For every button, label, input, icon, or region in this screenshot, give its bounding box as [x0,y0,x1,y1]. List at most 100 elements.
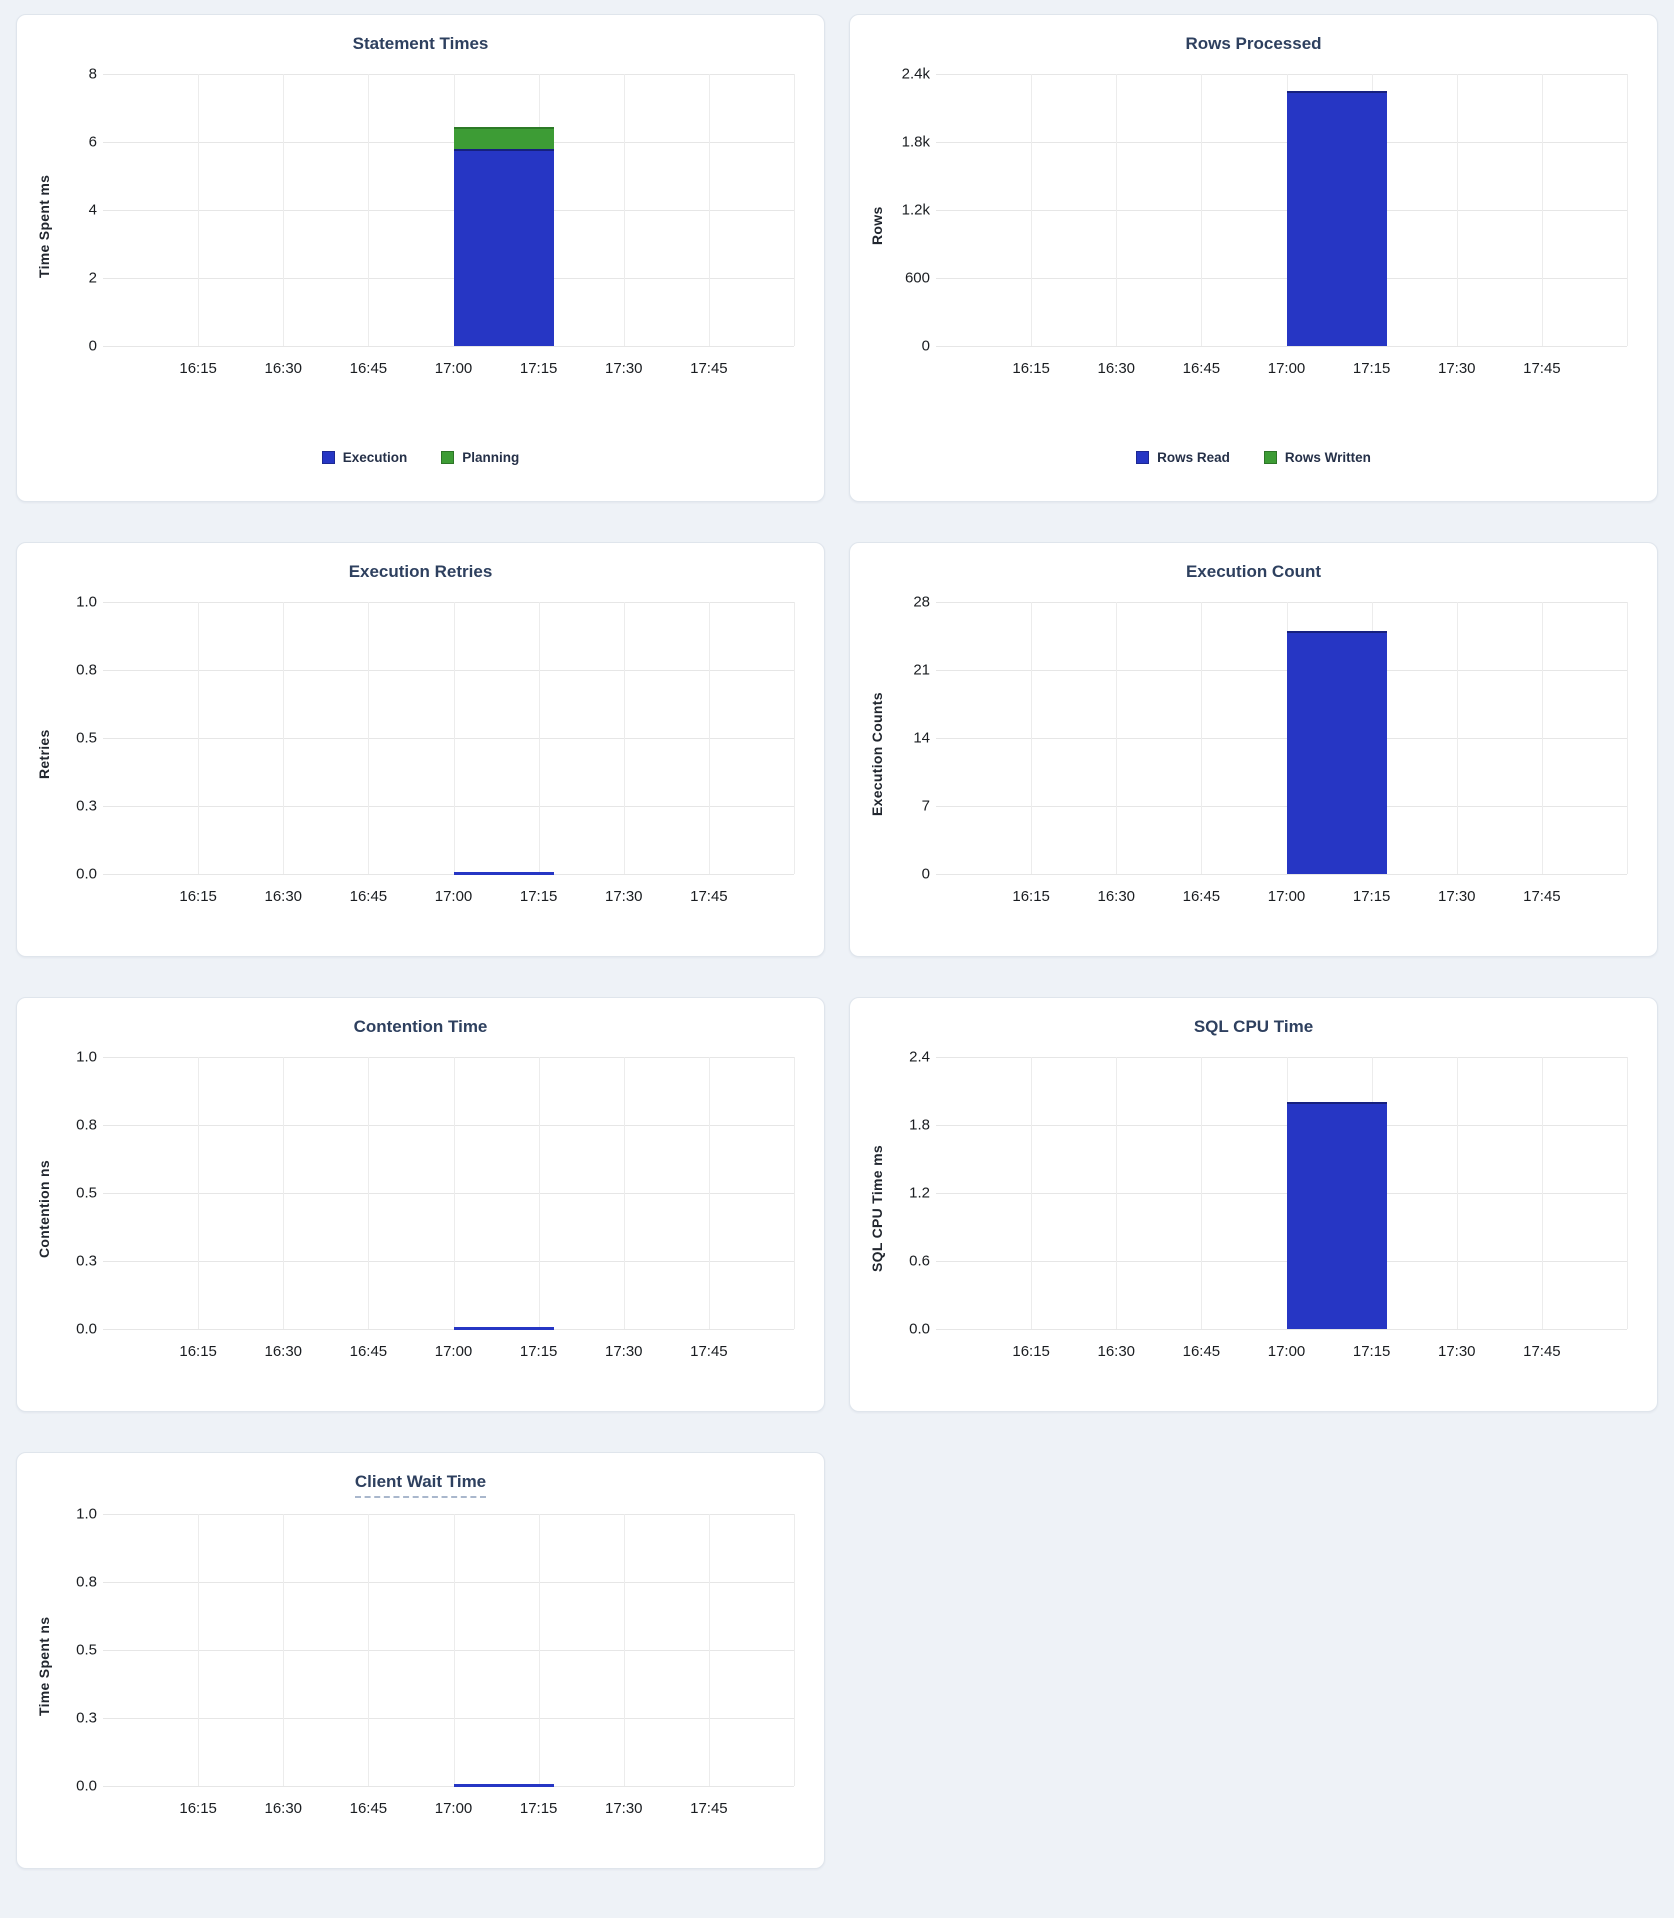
gridline-vertical [198,1514,200,1786]
gridline-vertical [1456,602,1458,874]
chart-card-statement-times: Statement Times Time Spent ms 0 2 4 6 8 16:15… [16,14,825,502]
gridline-vertical [794,1057,795,1329]
bar-rows-read [1286,91,1387,346]
gridline-horizontal [103,346,794,347]
y-tick-label: 0.0 [76,1320,97,1338]
chart-card-execution-retries: Execution Retries Retries 0.0 0.3 0.5 0.8 1.… [16,542,825,957]
chart-legend: Rows Read Rows Written [850,450,1657,465]
legend-item-execution[interactable]: Execution [321,450,407,465]
x-tick-label: 16:45 [349,1343,388,1360]
gridline-vertical [283,1514,285,1786]
gridline-vertical [1627,1057,1628,1329]
x-tick-label: 17:45 [1523,888,1561,905]
x-tick-label: 17:15 [519,1800,558,1817]
gridline-horizontal [936,602,1627,603]
plot-area: 0 600 1.2k 1.8k 2.4k 16:15 16:30 16:45 17:00 17:1… [902,66,1628,377]
gridline-vertical [794,74,795,346]
legend-swatch-rows-read [1136,451,1150,464]
y-tick-label: 2.4 [909,1048,930,1066]
chart-area: Time Spent ms 0 2 4 6 8 16:15 16:30 16:45 17:00 1… [36,66,795,392]
x-tick-label: 17:30 [604,1343,643,1360]
gridline-vertical [1201,74,1203,346]
y-tick-label: 1.0 [76,1048,97,1066]
gridline-horizontal [103,670,794,671]
gridline-vertical [1541,1057,1543,1329]
chart-title: Execution Count [850,561,1657,586]
gridline-vertical [1456,74,1458,346]
gridline-vertical [1116,74,1118,346]
y-tick-label: 1.0 [76,1505,97,1523]
x-tick-label: 17:30 [604,1800,643,1817]
chart-area: Retries 0.0 0.3 0.5 0.8 1.0 16:15 16:30 16:45 17… [36,594,795,920]
plot-area: 0.0 0.3 0.5 0.8 1.0 16:15 16:30 16:45 17:00 17:15… [76,1049,795,1360]
chart-area: Contention ns 0.0 0.3 0.5 0.8 1.0 16:15 16:30 1… [36,1049,795,1375]
gridline-horizontal [936,346,1627,347]
gridline-vertical [368,602,370,874]
x-tick-label: 17:45 [1523,1343,1561,1360]
gridline-vertical [283,74,285,346]
y-axis-label: Retries [36,729,52,779]
chart-title-text: Rows Processed [1185,34,1322,53]
x-tick-label: 16:15 [1012,360,1050,377]
y-tick-label: 28 [913,593,930,611]
y-tick-label: 0.8 [76,1573,97,1591]
zero-value-line [453,872,554,875]
bar-planning [453,126,554,149]
chart-area: Execution Counts 0 7 14 21 28 16:15 16:30 16:45… [869,594,1628,920]
x-tick-label: 17:30 [1437,888,1476,905]
chart-title: Execution Retries [17,561,824,586]
x-tick-label: 16:45 [349,888,388,905]
chart-title: Rows Processed [850,33,1657,58]
y-tick-label: 0.0 [76,865,97,883]
gridline-horizontal [936,1057,1627,1058]
gridline-horizontal [103,1193,794,1194]
gridline-horizontal [103,1514,794,1515]
bar-execution-count [1286,631,1387,874]
y-tick-label: 1.8k [901,133,930,151]
plot-area: 0.0 0.6 1.2 1.8 2.4 16:15 16:30 16:45 17:00 17:15… [909,1049,1628,1360]
chart-title: Contention Time [17,1016,824,1041]
x-tick-label: 16:45 [349,1800,388,1817]
gridline-horizontal [936,1125,1627,1126]
x-tick-label: 16:45 [349,360,388,377]
plot-area: 0 7 14 21 28 16:15 16:30 16:45 17:00 17:15 17:30 17… [913,594,1628,905]
gridline-horizontal [103,142,794,143]
gridline-horizontal [103,1329,794,1330]
legend-item-rows-read[interactable]: Rows Read [1136,450,1230,465]
bar-execution [453,148,554,346]
chart-area: SQL CPU Time ms 0.0 0.6 1.2 1.8 2.4 16:15 16:3… [869,1049,1628,1375]
x-tick-label: 17:15 [519,888,558,905]
gridline-horizontal [103,738,794,739]
gridline-vertical [198,602,200,874]
zero-value-line [453,1784,554,1787]
x-tick-label: 16:15 [1012,1343,1050,1360]
x-tick-label: 17:30 [1437,1343,1476,1360]
gridline-horizontal [103,210,794,211]
gridline-vertical [1456,1057,1458,1329]
gridline-vertical [1116,602,1118,874]
x-tick-label: 16:30 [1097,1343,1136,1360]
gridline-horizontal [936,1329,1627,1330]
gridline-vertical [623,1514,625,1786]
legend-swatch-rows-written [1263,451,1277,464]
legend-item-planning[interactable]: Planning [441,450,519,465]
gridline-vertical [794,1514,795,1786]
y-tick-label: 0.8 [76,1116,97,1134]
y-tick-label: 0 [921,337,930,355]
gridline-horizontal [103,1718,794,1719]
x-tick-label: 17:00 [434,1800,473,1817]
chart-title-text[interactable]: Client Wait Time [354,1471,487,1498]
y-tick-label: 0.5 [76,1641,97,1659]
y-tick-label: 0.0 [909,1320,930,1338]
y-tick-label: 0.6 [909,1252,930,1270]
gridline-vertical [708,74,710,346]
y-tick-label: 8 [88,65,97,83]
y-tick-label: 0.5 [76,729,97,747]
chart-card-client-wait-time: Client Wait Time Time Spent ns 0.0 0.3 0.5… [16,1452,825,1869]
gridline-horizontal [103,602,794,603]
chart-title-text: Execution Retries [348,562,493,581]
x-tick-label: 17:00 [1267,1343,1306,1360]
gridline-vertical [1541,602,1543,874]
legend-item-rows-written[interactable]: Rows Written [1263,450,1371,465]
gridline-vertical [623,1057,625,1329]
